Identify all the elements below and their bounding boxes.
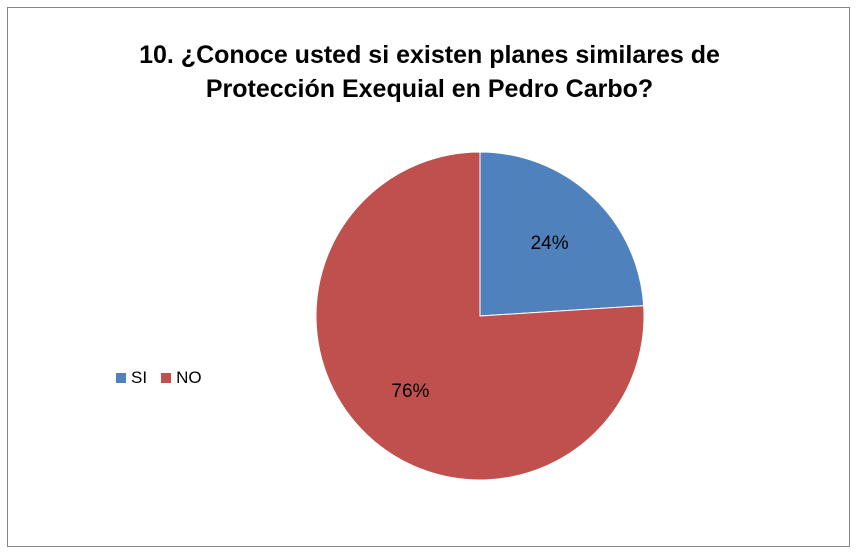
legend-item-si: SI bbox=[116, 368, 147, 388]
pie-data-labels: 24% 76% bbox=[391, 233, 568, 402]
pie-slice-si bbox=[479, 151, 645, 317]
data-label-no: 76% bbox=[391, 381, 429, 402]
legend-swatch-si bbox=[116, 373, 126, 383]
legend-label-si: SI bbox=[131, 368, 148, 387]
legend-swatch-no bbox=[161, 373, 172, 383]
pie-slice-no bbox=[315, 151, 645, 481]
pie-slices bbox=[315, 151, 645, 481]
chart-title: 10. ¿Conoce usted si existen planes simi… bbox=[139, 41, 720, 103]
data-label-si: 24% bbox=[531, 233, 569, 254]
legend-item-no: NO bbox=[161, 368, 202, 388]
legend-label-no: NO bbox=[176, 368, 202, 387]
legend: SI NO bbox=[116, 367, 216, 389]
